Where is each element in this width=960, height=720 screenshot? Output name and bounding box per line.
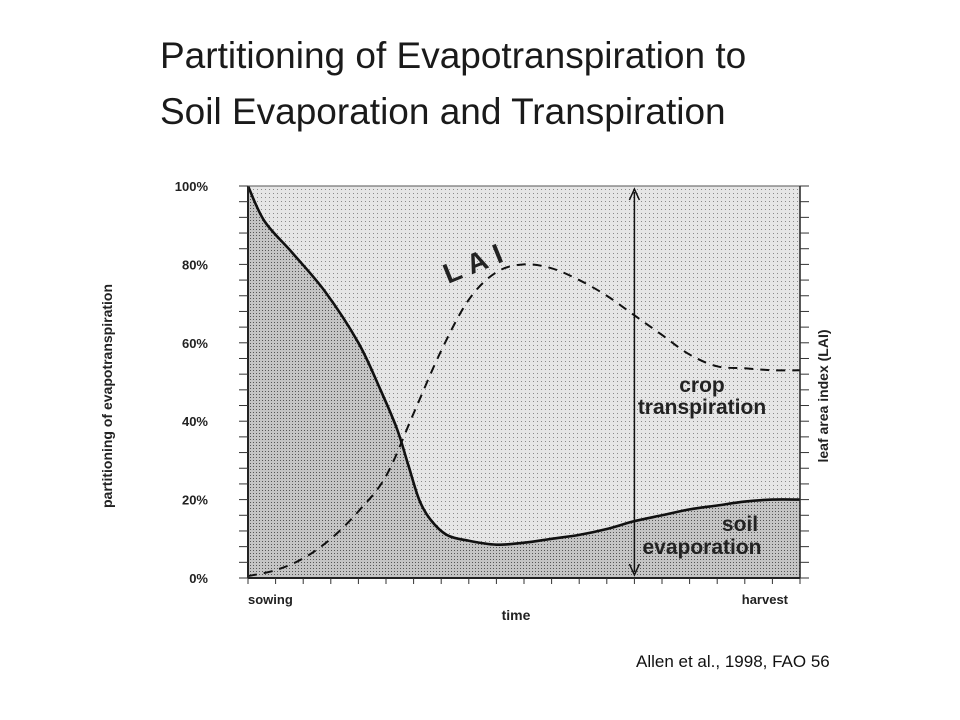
slide-title: Partitioning of Evapotranspiration to So…	[160, 28, 920, 140]
title-line-2: Soil Evaporation and Transpiration	[160, 91, 726, 132]
partition-arrow-head-top	[628, 187, 641, 201]
partition-arrow-head-bottom	[628, 563, 641, 577]
y-tick-label: 60%	[182, 336, 208, 351]
y-tick-label: 80%	[182, 257, 208, 272]
y-tick-label: 20%	[182, 493, 208, 508]
title-line-1: Partitioning of Evapotranspiration to	[160, 35, 747, 76]
series-lai-line	[247, 263, 801, 578]
y-axis-label: partitioning of evapotranspiration	[99, 284, 115, 508]
x-axis-label: time	[502, 607, 531, 623]
x-tick-label-sowing: sowing	[248, 592, 293, 607]
region-label-transpiration: transpiration	[638, 396, 766, 419]
x-tick-label-harvest: harvest	[742, 592, 789, 607]
y-tick-label: 40%	[182, 414, 208, 429]
y-tick-label: 100%	[175, 179, 209, 194]
soil-evaporation-region	[248, 186, 800, 578]
citation: Allen et al., 1998, FAO 56	[636, 652, 830, 671]
y-tick-label: 0%	[189, 571, 208, 586]
y2-axis-label: leaf area index (LAI)	[815, 329, 831, 462]
region-label-crop: crop	[679, 374, 725, 397]
region-label-evaporation: evaporation	[642, 536, 761, 559]
series-soil-evaporation-line	[246, 185, 801, 547]
region-label-soil: soil	[722, 513, 758, 536]
